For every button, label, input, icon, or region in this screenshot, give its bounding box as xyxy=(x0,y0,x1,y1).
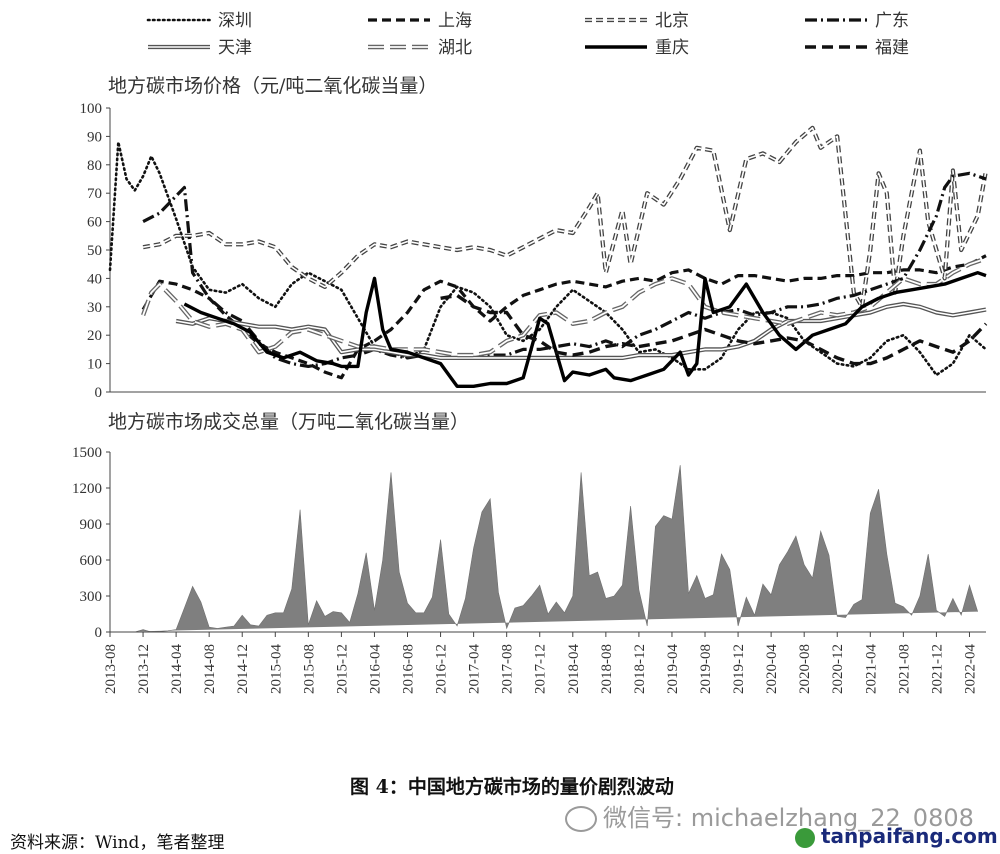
x-tick-label: 2021-04 xyxy=(863,644,879,694)
price-y-tick-label: 80 xyxy=(87,158,102,174)
price-chart: 0 10 20 30 40 50 60 70 80 90 100 xyxy=(80,101,989,401)
leaf-icon xyxy=(795,827,815,848)
source-note: 资料来源：Wind，笔者整理 xyxy=(10,833,225,853)
x-tick-label: 2022-04 xyxy=(962,644,978,694)
x-tick-label: 2014-04 xyxy=(169,644,185,694)
x-tick-label: 2020-04 xyxy=(764,644,780,694)
price-y-tick-label: 50 xyxy=(87,243,102,259)
legend-label-湖北: 湖北 xyxy=(438,38,472,58)
x-tick-label: 2014-08 xyxy=(202,644,218,694)
x-tick-label: 2020-08 xyxy=(797,644,813,694)
volume-area xyxy=(110,465,978,633)
x-tick-label: 2017-08 xyxy=(500,644,516,694)
site-logo: tanpaifang.com xyxy=(795,824,998,848)
x-tick-label: 2018-12 xyxy=(632,644,648,694)
volume-y-tick-label: 300 xyxy=(80,589,103,605)
volume-chart: 0 300 600 900 1200 1500 xyxy=(72,445,986,641)
x-tick-label: 2020-12 xyxy=(830,644,846,694)
x-tick-label: 2021-08 xyxy=(896,644,912,694)
price-line-深圳 xyxy=(108,140,988,377)
x-tick-label: 2017-04 xyxy=(467,644,483,694)
price-y-tick-label: 0 xyxy=(95,385,103,401)
price-line-inner-北京 xyxy=(142,127,987,308)
wechat-icon xyxy=(565,806,597,832)
price-chart-title: 地方碳市场价格（元/吨二氧化碳当量） xyxy=(108,75,437,97)
x-tick-label: 2015-08 xyxy=(301,644,317,694)
volume-y-tick-label: 0 xyxy=(95,625,103,641)
price-line-inner-湖北 xyxy=(142,257,987,356)
price-y-tick-label: 100 xyxy=(80,101,103,117)
price-line-福建 xyxy=(440,293,988,366)
x-tick-label: 2016-12 xyxy=(434,644,450,694)
price-y-tick-label: 60 xyxy=(87,215,102,231)
legend-label-重庆: 重庆 xyxy=(655,38,689,58)
volume-y-tick-label: 900 xyxy=(80,517,103,533)
price-line-北京 xyxy=(142,125,989,309)
price-y-tick-label: 70 xyxy=(87,186,102,202)
legend-label-上海: 上海 xyxy=(438,11,472,31)
price-line-重庆 xyxy=(183,271,987,388)
price-y-tick-label: 90 xyxy=(87,129,102,145)
legend-label-天津: 天津 xyxy=(218,38,252,58)
price-y-tick-label: 30 xyxy=(87,300,102,316)
x-tick-label: 2016-04 xyxy=(367,644,383,694)
price-y-tick-label: 40 xyxy=(87,271,102,287)
x-tick-label: 2015-12 xyxy=(334,644,350,694)
watermark-text: 微信号: michaelzhang_22_0808 xyxy=(603,804,974,832)
legend-label-福建: 福建 xyxy=(875,38,909,58)
volume-y-tick-label: 1200 xyxy=(72,481,102,497)
x-tick-label: 2013-08 xyxy=(103,644,119,694)
x-tick-label: 2018-04 xyxy=(566,644,582,694)
volume-y-tick-label: 1500 xyxy=(72,445,102,461)
logo-text: tanpaifang.com xyxy=(821,824,998,848)
legend-label-北京: 北京 xyxy=(655,11,689,31)
x-tick-label: 2016-08 xyxy=(401,644,417,694)
x-tick-label: 2019-12 xyxy=(731,644,747,694)
x-tick-label: 2015-04 xyxy=(268,644,284,694)
watermark: 微信号: michaelzhang_22_0808 xyxy=(565,798,974,833)
price-line-广东 xyxy=(142,171,987,368)
legend-label-深圳: 深圳 xyxy=(218,11,252,31)
legend-label-广东: 广东 xyxy=(875,11,909,31)
price-y-tick-label: 20 xyxy=(87,328,102,344)
x-tick-label: 2019-08 xyxy=(698,644,714,694)
volume-chart-title: 地方碳市场成交总量（万吨二氧化碳当量） xyxy=(108,411,469,433)
figure-caption: 图 4：中国地方碳市场的量价剧烈波动 xyxy=(350,776,674,798)
x-tick-label: 2019-04 xyxy=(665,644,681,694)
price-y-tick-label: 10 xyxy=(87,357,102,373)
x-tick-label: 2017-12 xyxy=(533,644,549,694)
volume-y-tick-label: 600 xyxy=(80,553,103,569)
x-tick-label: 2021-12 xyxy=(929,644,945,694)
x-axis: 2013-08 2013-12 2014-04 2014-08 2014-12 2015-… xyxy=(103,632,978,694)
x-tick-label: 2014-12 xyxy=(235,644,251,694)
x-tick-label: 2018-08 xyxy=(599,644,615,694)
price-line-上海 xyxy=(141,254,987,380)
x-tick-label: 2013-12 xyxy=(136,644,152,694)
